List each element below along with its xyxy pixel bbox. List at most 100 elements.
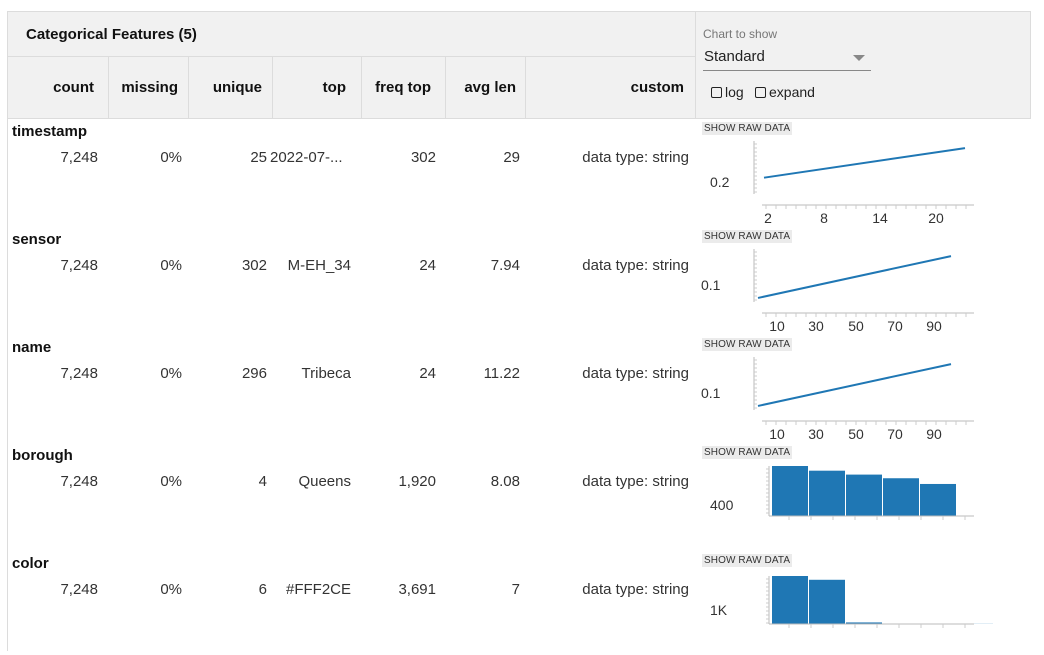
row-name: timestamp xyxy=(12,123,88,140)
expand-checkbox[interactable]: expand xyxy=(755,84,815,100)
bar xyxy=(846,474,882,516)
series-line xyxy=(757,363,952,407)
cell-top: Queens xyxy=(298,473,351,490)
show-raw-data-button[interactable]: SHOW RAW DATA xyxy=(702,122,793,135)
cell-custom: data type: string xyxy=(582,257,689,274)
cell-count: 7,248 xyxy=(60,149,98,166)
chevron-down-icon xyxy=(853,55,865,61)
x-tick-label: 20 xyxy=(928,210,944,226)
header-divider xyxy=(8,56,695,57)
x-tick-label: 50 xyxy=(848,426,864,442)
cell-count: 7,248 xyxy=(60,257,98,274)
y-tick-label: 0.1 xyxy=(701,277,721,293)
y-tick-label: 0.2 xyxy=(710,174,730,190)
x-tick-label: 70 xyxy=(887,318,903,334)
cell-avg-len: 7 xyxy=(511,581,520,598)
x-tick-label: 30 xyxy=(808,318,824,334)
cell-top: 2022-07-... xyxy=(270,149,343,166)
cell-freq-top: 24 xyxy=(419,257,436,274)
cell-unique: 25 xyxy=(250,149,267,166)
col-header-freq-top[interactable]: freq top xyxy=(375,79,431,96)
column-divider xyxy=(361,57,362,119)
x-tick-label: 50 xyxy=(848,318,864,334)
x-tick-label: 14 xyxy=(872,210,888,226)
x-tick-label: 30 xyxy=(808,426,824,442)
panel-title: Categorical Features (5) xyxy=(26,26,197,43)
table-body-border xyxy=(7,11,1032,651)
cell-freq-top: 3,691 xyxy=(398,581,436,598)
sensor-line-chart: 0.1 10 30 50 70 90 xyxy=(701,249,974,334)
chart-select[interactable]: Standard xyxy=(703,46,871,71)
x-tick-label: 70 xyxy=(887,426,903,442)
col-header-top[interactable]: top xyxy=(322,79,346,96)
bar xyxy=(809,579,845,624)
cell-count: 7,248 xyxy=(60,581,98,598)
row-name: borough xyxy=(12,447,73,464)
show-raw-data-button[interactable]: SHOW RAW DATA xyxy=(702,338,793,351)
bar xyxy=(846,622,882,624)
col-header-missing[interactable]: missing xyxy=(121,79,178,96)
series-line xyxy=(757,255,952,299)
log-checkbox-label: log xyxy=(725,84,744,100)
chart-select-label: Chart to show xyxy=(703,27,778,41)
x-tick-label: 8 xyxy=(820,210,828,226)
col-header-custom[interactable]: custom xyxy=(630,79,684,96)
cell-freq-top: 302 xyxy=(410,149,436,166)
row-name: name xyxy=(12,339,52,356)
cell-missing: 0% xyxy=(160,365,182,382)
column-divider xyxy=(272,57,273,119)
col-header-count[interactable]: count xyxy=(53,79,94,96)
col-header-unique[interactable]: unique xyxy=(212,79,262,96)
row-name: sensor xyxy=(12,231,62,248)
borough-bar-chart: 400 xyxy=(710,466,974,520)
row-name: color xyxy=(12,555,49,572)
bar xyxy=(772,576,808,624)
cell-avg-len: 8.08 xyxy=(490,473,520,490)
column-divider xyxy=(108,57,109,119)
cell-custom: data type: string xyxy=(582,473,689,490)
column-divider xyxy=(525,57,526,119)
cell-avg-len: 7.94 xyxy=(490,257,520,274)
color-bar-chart: 1K xyxy=(710,576,993,628)
show-raw-data-button[interactable]: SHOW RAW DATA xyxy=(702,230,793,243)
x-tick-label: 90 xyxy=(926,318,942,334)
cell-freq-top: 24 xyxy=(419,365,436,382)
checkbox-icon xyxy=(711,86,722,98)
name-line-chart: 0.1 10 30 50 70 90 xyxy=(701,357,974,442)
table-header: Categorical Features (5) xyxy=(7,11,1031,119)
col-header-avg-len[interactable]: avg len xyxy=(464,79,516,96)
cell-missing: 0% xyxy=(160,257,182,274)
column-divider xyxy=(188,57,189,119)
cell-unique: 4 xyxy=(258,473,267,490)
cell-missing: 0% xyxy=(160,149,182,166)
y-tick-label: 1K xyxy=(710,602,728,618)
cell-missing: 0% xyxy=(160,581,182,598)
show-raw-data-button[interactable]: SHOW RAW DATA xyxy=(702,554,793,567)
bar xyxy=(920,483,956,516)
cell-count: 7,248 xyxy=(60,473,98,490)
x-tick-label: 2 xyxy=(764,210,772,226)
cell-count: 7,248 xyxy=(60,365,98,382)
cell-top: #FFF2CE xyxy=(285,581,351,598)
x-tick-label: 90 xyxy=(926,426,942,442)
y-tick-label: 400 xyxy=(710,497,734,513)
bar xyxy=(809,470,845,516)
expand-checkbox-label: expand xyxy=(769,84,815,100)
cell-custom: data type: string xyxy=(582,581,689,598)
cell-unique: 6 xyxy=(258,581,267,598)
log-checkbox[interactable]: log xyxy=(711,84,744,100)
cell-custom: data type: string xyxy=(582,365,689,382)
cell-unique: 296 xyxy=(241,365,267,382)
cell-unique: 302 xyxy=(241,257,267,274)
cell-missing: 0% xyxy=(160,473,182,490)
cell-avg-len: 29 xyxy=(503,149,520,166)
column-divider xyxy=(445,57,446,119)
y-tick-label: 0.1 xyxy=(701,385,721,401)
bar xyxy=(772,466,808,516)
cell-top: M-EH_34 xyxy=(287,257,351,274)
x-tick-label: 10 xyxy=(769,426,785,442)
show-raw-data-button[interactable]: SHOW RAW DATA xyxy=(702,446,793,459)
x-tick-label: 10 xyxy=(769,318,785,334)
checkbox-icon xyxy=(755,86,766,98)
cell-freq-top: 1,920 xyxy=(398,473,436,490)
